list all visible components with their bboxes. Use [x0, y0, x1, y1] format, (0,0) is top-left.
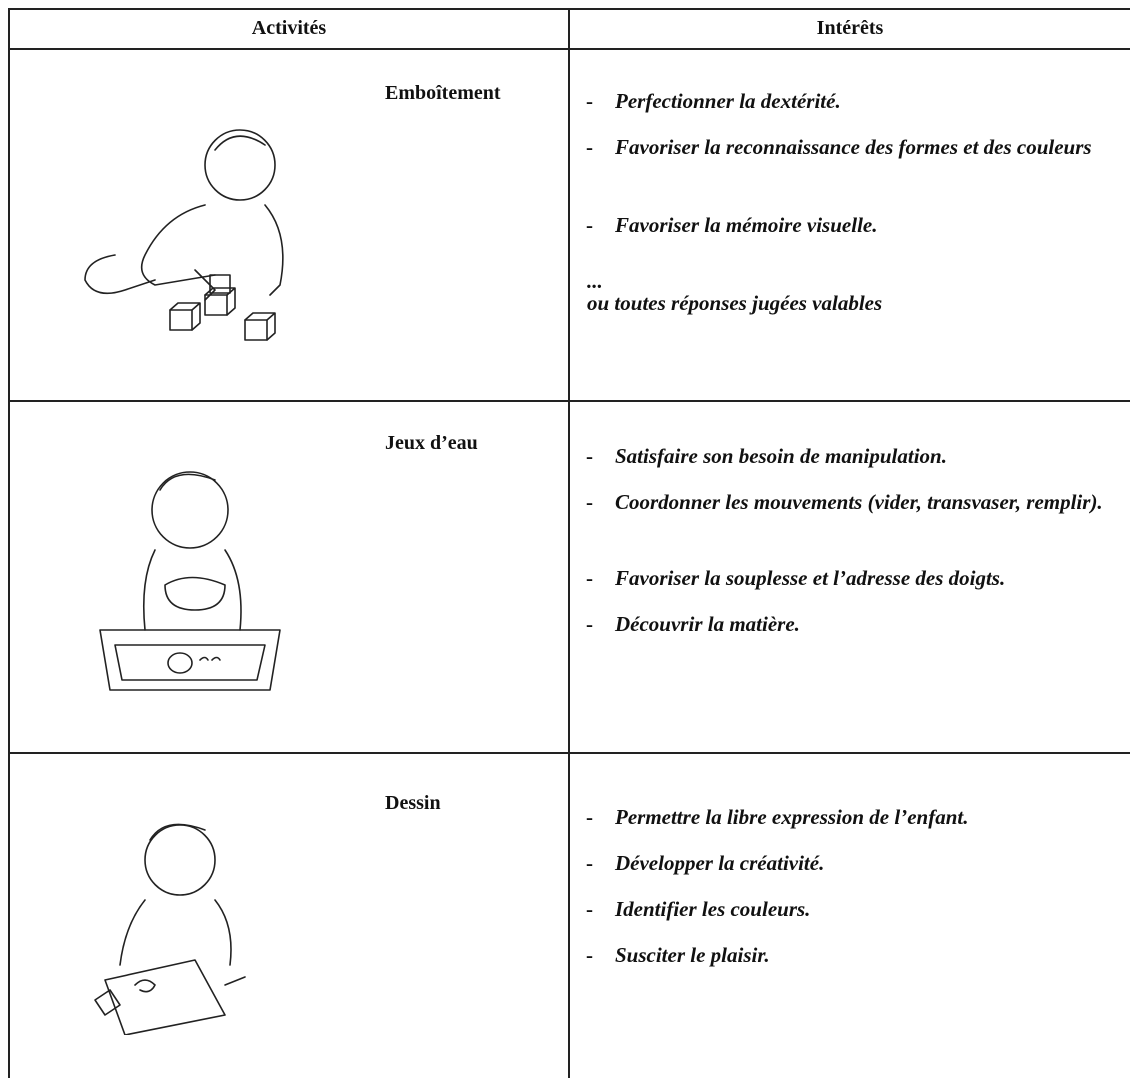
header-cell: Activités [251, 17, 327, 39]
item: Identifier les couleurs. [615, 897, 811, 921]
header-cell: Intérêts [816, 17, 884, 39]
note: ou toutes réponses jugées valables [587, 291, 883, 315]
item: Perfectionner la dextérité. [615, 89, 841, 113]
item: Favoriser la mémoire visuelle. [615, 213, 878, 237]
bullet: - [586, 135, 593, 159]
bullet: - [586, 490, 593, 514]
illustration-blocks [84, 129, 284, 341]
activity: Jeux d’eau [385, 432, 478, 454]
bullet: - [586, 805, 593, 829]
bullet: - [586, 851, 593, 875]
illustration-water [99, 471, 281, 691]
illustration-drawing [94, 823, 246, 1035]
item: Favoriser la reconnaissance des formes e… [615, 135, 1092, 159]
activity: Emboîtement [385, 82, 501, 104]
item: Susciter le plaisir. [615, 943, 770, 967]
bullet: - [586, 444, 593, 468]
bullet: - [586, 612, 593, 636]
border [568, 8, 570, 1078]
ellipsis: ... [587, 269, 603, 293]
item: Découvrir la matière. [615, 612, 800, 636]
item: Développer la créativité. [615, 851, 825, 875]
item: Satisfaire son besoin de manipulation. [615, 444, 947, 468]
bullet: - [586, 566, 593, 590]
bullet: - [586, 943, 593, 967]
bullet: - [586, 897, 593, 921]
bullet: - [586, 89, 593, 113]
bullet: - [586, 213, 593, 237]
activity: Dessin [385, 792, 441, 814]
item: Coordonner les mouvements (vider, transv… [615, 490, 1103, 514]
item: Favoriser la souplesse et l’adresse des … [615, 566, 1006, 590]
item: Permettre la libre expression de l’enfan… [615, 805, 969, 829]
border [8, 8, 10, 1078]
